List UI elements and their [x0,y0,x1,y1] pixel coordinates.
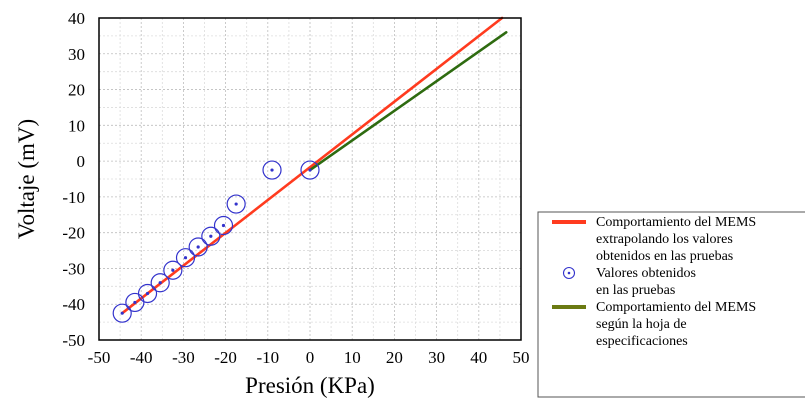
legend-marker-dot-2 [567,271,571,275]
x-tick-label: -10 [256,348,279,367]
y-tick-label: 10 [68,116,85,135]
data-point [226,194,246,214]
legend-label: Comportamiento del MEMS [596,215,756,230]
y-tick-label: -30 [62,259,85,278]
data-point-center [270,168,274,172]
y-tick-label: -10 [62,188,85,207]
data-point-center [158,281,162,285]
data-point-center [133,300,137,305]
data-point [213,215,234,236]
data-point [125,292,145,313]
legend-label: Valores obtenidos [596,266,696,281]
data-point-center [221,223,226,228]
x-tick-label: 10 [344,348,361,367]
data-point [262,160,282,180]
x-tick-label: 30 [428,348,445,367]
data-point [300,160,320,180]
y-tick-label: -20 [62,224,85,243]
x-tick-label: 50 [513,348,530,367]
legend-box [537,211,805,398]
x-axis-title: Presión (KPa) [245,373,375,398]
x-tick-labels: -50 -40 -30 -20 -10 0 10 20 30 40 50 [88,348,530,367]
y-tick-labels: -50 -40 -30 -20 -10 0 10 20 30 40 [62,9,85,350]
y-tick-label: 20 [68,81,85,100]
legend-label: extrapolando los valores [596,232,733,247]
data-point-center [234,202,238,206]
data-point-center [120,311,124,315]
series-layer [112,16,508,323]
data-point [201,226,221,246]
y-tick-label: 30 [68,45,85,64]
legend-label: en las pruebas [596,283,675,298]
legend-label: según la hoja de [596,317,687,332]
data-point [163,260,183,280]
series-line-3 [308,31,508,172]
data-point [137,283,158,304]
x-tick-label: -40 [130,348,153,367]
data-point [188,237,208,257]
y-tick-label: 0 [77,152,86,171]
y-tick-label: 40 [68,9,85,28]
x-tick-label: -50 [88,348,111,367]
x-tick-label: -30 [172,348,195,367]
data-point [175,248,196,268]
legend-label: Comportamiento del MEMS [596,300,756,315]
series-line-1 [120,16,504,315]
x-tick-label: 20 [386,348,403,367]
data-point-center [196,245,200,249]
y-tick-label: -50 [62,331,85,350]
legend-label: obtenidos en las pruebas [596,249,733,264]
x-tick-label: 40 [470,348,487,367]
data-point-center [145,291,150,296]
data-point-center [209,234,213,238]
legend-items: Comportamiento del MEMS extrapolando los … [552,215,756,349]
y-axis-title: Voltaje (mV) [14,119,39,239]
data-point-center [308,168,312,172]
data-point-center [171,268,175,272]
y-tick-label: -40 [62,295,85,314]
plot-frame [98,17,522,341]
data-point-center [183,256,188,260]
data-point [112,303,132,323]
x-tick-label: 0 [306,348,315,367]
legend-marker-2 [562,266,576,280]
legend: Comportamiento del MEMS extrapolando los … [537,211,805,398]
data-point [150,273,170,293]
x-tick-label: -20 [214,348,237,367]
legend-label: especificaciones [596,334,688,349]
